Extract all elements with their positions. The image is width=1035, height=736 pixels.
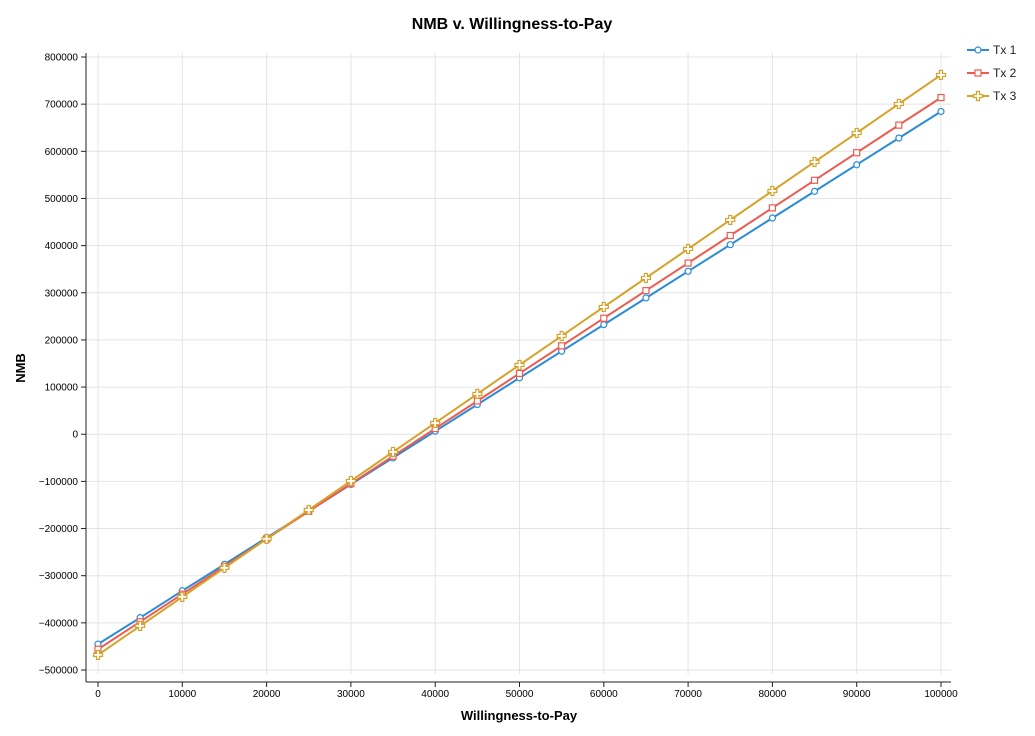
series-tx-3: [92, 69, 947, 661]
x-tick-label: 80000: [758, 689, 786, 700]
y-tick-label: −200000: [39, 524, 79, 535]
data-point: [853, 161, 861, 169]
y-tick-label: 500000: [45, 194, 79, 205]
x-tick-label: 100000: [924, 689, 958, 700]
y-axis-title: NMB: [13, 353, 28, 383]
data-point: [600, 320, 608, 329]
legend-label: Tx 1: [993, 43, 1017, 57]
y-tick-label: 400000: [45, 241, 79, 252]
data-point: [556, 330, 567, 342]
x-tick-label: 90000: [843, 689, 871, 700]
data-point: [935, 69, 947, 81]
y-tick-label: −300000: [39, 571, 79, 582]
data-point: [726, 241, 734, 249]
data-point: [558, 342, 566, 350]
data-point: [598, 301, 609, 313]
y-tick-label: 0: [72, 430, 78, 441]
x-tick-label: 70000: [674, 689, 702, 700]
data-point: [768, 204, 777, 212]
plot-area: [92, 69, 947, 661]
y-tick-label: 700000: [45, 100, 79, 111]
data-point: [683, 243, 694, 255]
data-point: [937, 93, 945, 102]
legend: Tx 1 Tx 2 Tx 3: [967, 43, 1017, 103]
y-tick-label: 600000: [45, 147, 79, 158]
legend-item: Tx 3: [967, 89, 1017, 103]
data-point: [515, 369, 524, 378]
data-point: [851, 127, 862, 139]
legend-label: Tx 3: [993, 89, 1017, 103]
x-tick-label: 10000: [168, 689, 196, 700]
x-tick-label: 20000: [253, 689, 281, 700]
data-point: [809, 156, 820, 168]
x-tick-label: 40000: [421, 689, 449, 700]
data-point: [810, 176, 819, 184]
x-tick-label: 30000: [337, 689, 365, 700]
x-tick-label: 60000: [590, 689, 618, 700]
data-point: [261, 533, 272, 545]
x-tick-label: 0: [95, 689, 101, 700]
data-point: [768, 214, 777, 222]
y-tick-label: −500000: [39, 666, 79, 677]
data-point: [642, 287, 650, 295]
y-tick-label: 800000: [45, 53, 79, 64]
data-point: [387, 446, 399, 458]
y-tick-label: 200000: [45, 335, 79, 346]
axes: 0 10000 20000 30000 40000 50000 60000 70000 8000…: [39, 53, 958, 701]
legend-marker: [974, 46, 982, 54]
data-point: [472, 388, 483, 400]
chart-title: NMB v. Willingness-to-Pay: [412, 16, 613, 33]
data-point: [726, 231, 734, 240]
data-point: [640, 272, 652, 284]
data-point: [767, 185, 778, 197]
data-point: [893, 98, 904, 110]
data-point: [345, 475, 356, 487]
x-axis-title: Willingness-to-Pay: [461, 708, 578, 723]
data-point: [600, 314, 608, 322]
data-point: [895, 134, 903, 142]
data-point: [853, 149, 861, 157]
data-point: [92, 649, 104, 661]
y-tick-label: −400000: [39, 618, 79, 629]
grid: [86, 53, 951, 674]
data-point: [684, 259, 692, 267]
y-tick-label: 300000: [45, 288, 79, 299]
data-point: [895, 121, 903, 129]
legend-marker: [974, 69, 982, 77]
y-tick-label: 100000: [45, 383, 79, 394]
data-point: [219, 562, 230, 574]
data-point: [514, 359, 525, 371]
legend-item: Tx 1: [967, 43, 1017, 57]
data-point: [684, 267, 692, 275]
legend-marker: [972, 90, 984, 102]
data-point: [937, 107, 945, 116]
legend-item: Tx 2: [967, 66, 1017, 80]
data-point: [430, 417, 441, 429]
data-point: [135, 620, 146, 632]
y-tick-label: −100000: [39, 477, 79, 488]
data-point: [642, 294, 650, 302]
data-point: [177, 591, 188, 603]
data-point: [303, 504, 314, 516]
legend-label: Tx 2: [993, 66, 1017, 80]
data-point: [810, 187, 819, 195]
data-point: [725, 214, 736, 226]
x-tick-label: 50000: [506, 689, 534, 700]
